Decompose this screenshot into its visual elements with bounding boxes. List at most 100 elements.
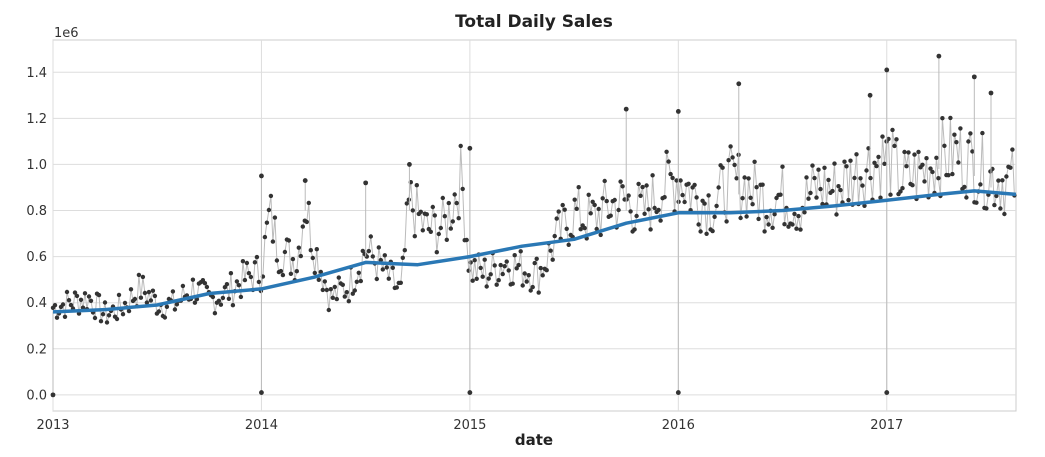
daily-sales-point: [648, 227, 653, 232]
daily-sales-point: [282, 249, 288, 255]
daily-sales-point: [342, 294, 347, 299]
daily-sales-point: [1008, 165, 1013, 170]
daily-sales-point: [940, 116, 945, 121]
daily-sales-point: [322, 279, 327, 284]
daily-sales-point: [316, 277, 321, 282]
daily-sales-point: [766, 222, 771, 227]
daily-sales-point: [52, 303, 58, 308]
daily-sales-point: [764, 214, 769, 220]
daily-sales-point: [286, 238, 292, 243]
daily-sales-line: [52, 117, 1015, 323]
daily-sales-point: [150, 288, 156, 293]
daily-sales-point: [312, 270, 317, 276]
daily-sales-point: [424, 212, 429, 217]
daily-sales-point: [878, 195, 883, 200]
daily-sales-point: [994, 193, 999, 199]
daily-sales-point: [752, 159, 757, 164]
daily-sales-point: [808, 190, 813, 196]
daily-sales-point: [890, 127, 895, 133]
daily-sales-point: [454, 200, 459, 206]
daily-sales-point: [534, 256, 539, 261]
x-tick-label: 2014: [245, 418, 278, 433]
daily-sales-point: [366, 248, 371, 254]
daily-sales-point: [448, 226, 453, 231]
y-tick-label: 1.2: [26, 112, 47, 127]
daily-sales-point: [470, 278, 475, 283]
daily-sales-point: [328, 287, 333, 292]
daily-sales-point: [876, 154, 881, 160]
daily-sales-point: [566, 242, 571, 247]
daily-sales-point: [970, 149, 975, 154]
daily-sales-point: [512, 253, 517, 258]
daily-sales-point: [164, 304, 170, 309]
daily-sales-point: [894, 137, 899, 142]
daily-sales-point: [868, 175, 873, 181]
daily-sales-point: [662, 195, 667, 200]
daily-sales-point: [832, 161, 837, 166]
daily-sales-point: [854, 152, 859, 157]
daily-sales-point: [452, 192, 457, 197]
daily-sales-point: [378, 257, 383, 263]
daily-sales-point: [814, 195, 819, 200]
daily-sales-point: [562, 207, 567, 212]
daily-sales-point: [156, 309, 162, 314]
daily-sales-point: [326, 307, 331, 313]
daily-sales-point: [496, 278, 501, 283]
daily-sales-point: [732, 162, 737, 168]
daily-sales-point: [254, 254, 260, 260]
daily-sales-point: [952, 132, 957, 137]
daily-sales-point: [686, 181, 691, 186]
daily-sales-point: [802, 210, 807, 215]
series-trend: [52, 189, 1017, 314]
daily-sales-point: [434, 250, 439, 255]
daily-sales-point: [956, 160, 961, 165]
daily-sales-point: [410, 208, 415, 213]
daily-sales-point: [478, 265, 483, 271]
y-tick-label: 0.2: [26, 342, 47, 357]
daily-sales-point: [930, 169, 935, 175]
daily-sales-point: [680, 192, 685, 198]
x-axis-ticks: 2013 2014 2015 2016 2017: [36, 418, 903, 433]
daily-sales-point: [1000, 178, 1005, 183]
daily-sales-point: [812, 175, 817, 181]
daily-sales-point: [830, 188, 835, 194]
daily-sales-point: [842, 159, 847, 164]
daily-sales-point: [412, 234, 417, 239]
daily-sales-point: [748, 195, 753, 200]
chart-title: Total Daily Sales: [455, 12, 613, 32]
daily-sales-point: [692, 182, 697, 188]
daily-sales-point: [102, 300, 108, 305]
daily-sales-point: [78, 297, 84, 302]
daily-sales-point: [248, 274, 254, 280]
daily-sales-point: [236, 283, 242, 288]
daily-sales-point: [650, 173, 655, 178]
daily-sales-point: [882, 161, 887, 166]
daily-sales-point: [582, 225, 587, 231]
daily-sales-point: [246, 271, 252, 276]
daily-sales-point: [598, 232, 603, 238]
daily-sales-point: [796, 213, 801, 219]
daily-sales-point: [458, 143, 463, 149]
daily-sales-point: [978, 182, 983, 187]
daily-sales-point: [368, 234, 373, 239]
daily-sales-point: [756, 216, 761, 222]
daily-sales-point: [240, 259, 246, 264]
daily-sales-point: [336, 275, 341, 280]
plot-area: [50, 39, 1017, 412]
daily-sales-point: [242, 277, 248, 283]
daily-sales-point: [538, 265, 543, 271]
daily-sales-point: [510, 281, 515, 286]
daily-sales-point: [192, 300, 198, 305]
daily-sales-point: [848, 158, 853, 163]
daily-sales-point: [320, 287, 325, 293]
daily-sales-point: [278, 268, 284, 274]
daily-sales-point: [880, 134, 885, 139]
daily-sales-point: [924, 156, 929, 161]
daily-sales-point: [640, 184, 645, 190]
daily-sales-point: [912, 152, 917, 157]
daily-sales-point: [162, 315, 168, 320]
daily-sales-point: [858, 176, 863, 181]
daily-sales-point: [636, 181, 641, 187]
daily-sales-point: [148, 298, 154, 303]
daily-sales-point: [678, 178, 683, 183]
